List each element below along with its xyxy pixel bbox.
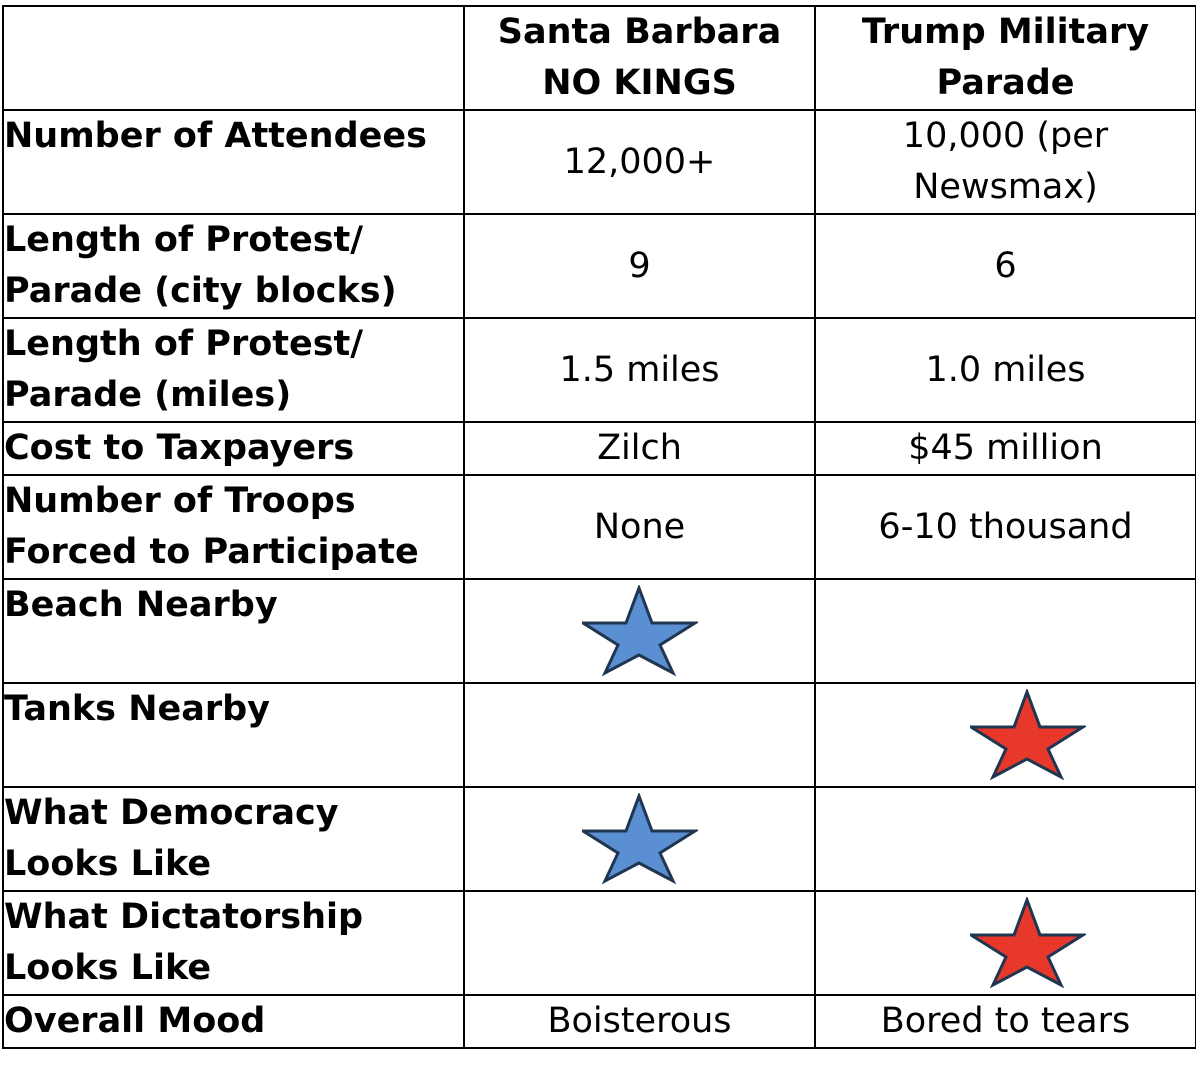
row-label: Length of Protest/ Parade (city blocks) xyxy=(2,213,465,319)
trump-parade-value: $45 million xyxy=(814,421,1196,476)
trump-parade-empty-cell xyxy=(814,786,1196,892)
table-row: Overall Mood Boisterous Bored to tears xyxy=(2,994,1196,1049)
santa-barbara-value: 12,000+ xyxy=(463,109,816,215)
santa-barbara-star-cell xyxy=(463,786,816,892)
table-row: What Dictatorship Looks Like xyxy=(2,890,1196,996)
trump-parade-star-cell xyxy=(814,890,1196,996)
row-label: Cost to Taxpayers xyxy=(2,421,465,476)
blue-star-icon xyxy=(581,585,698,677)
trump-parade-value: 6-10 thousand xyxy=(814,474,1196,580)
comparison-table: Santa Barbara NO KINGS Trump Military Pa… xyxy=(2,5,1196,1049)
row-label: What Dictatorship Looks Like xyxy=(2,890,465,996)
table-row: What Democracy Looks Like xyxy=(2,786,1196,892)
row-label: Number of Attendees xyxy=(2,109,465,215)
table-row: Number of Troops Forced to Participate N… xyxy=(2,474,1196,580)
trump-parade-value: 10,000 (per Newsmax) xyxy=(814,109,1196,215)
row-label: Overall Mood xyxy=(2,994,465,1049)
header-santa-barbara: Santa Barbara NO KINGS xyxy=(463,5,816,111)
blue-star-icon xyxy=(581,793,698,885)
santa-barbara-value: 1.5 miles xyxy=(463,317,816,423)
trump-parade-star-cell xyxy=(814,682,1196,788)
table-row: Cost to Taxpayers Zilch $45 million xyxy=(2,421,1196,476)
header-empty xyxy=(2,5,465,111)
red-star-icon xyxy=(970,689,1086,781)
row-label: Tanks Nearby xyxy=(2,682,465,788)
trump-parade-empty-cell xyxy=(814,578,1196,684)
santa-barbara-star-cell xyxy=(463,578,816,684)
santa-barbara-value: 9 xyxy=(463,213,816,319)
trump-parade-value: 1.0 miles xyxy=(814,317,1196,423)
row-label: Length of Protest/ Parade (miles) xyxy=(2,317,465,423)
header-trump-parade: Trump Military Parade xyxy=(814,5,1196,111)
table-row: Tanks Nearby xyxy=(2,682,1196,788)
table-row: Beach Nearby xyxy=(2,578,1196,684)
row-label: What Democracy Looks Like xyxy=(2,786,465,892)
red-star-icon xyxy=(970,897,1086,989)
table-row: Number of Attendees 12,000+ 10,000 (per … xyxy=(2,109,1196,215)
santa-barbara-value: None xyxy=(463,474,816,580)
santa-barbara-empty-cell xyxy=(463,890,816,996)
trump-parade-value: Bored to tears xyxy=(814,994,1196,1049)
header-row: Santa Barbara NO KINGS Trump Military Pa… xyxy=(2,5,1196,111)
trump-parade-value: 6 xyxy=(814,213,1196,319)
row-label: Beach Nearby xyxy=(2,578,465,684)
santa-barbara-value: Boisterous xyxy=(463,994,816,1049)
row-label: Number of Troops Forced to Participate xyxy=(2,474,465,580)
santa-barbara-value: Zilch xyxy=(463,421,816,476)
santa-barbara-empty-cell xyxy=(463,682,816,788)
table-row: Length of Protest/ Parade (city blocks) … xyxy=(2,213,1196,319)
table-row: Length of Protest/ Parade (miles) 1.5 mi… xyxy=(2,317,1196,423)
